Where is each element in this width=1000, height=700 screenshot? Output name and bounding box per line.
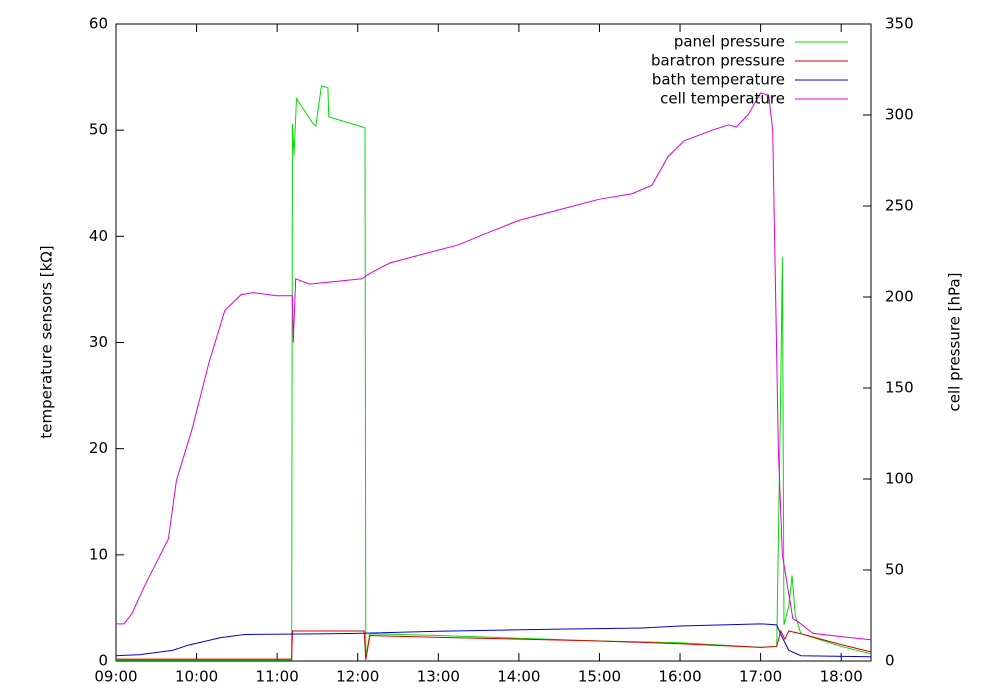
x-tick-label: 12:00: [336, 668, 379, 686]
plot-frame: [115, 23, 872, 662]
y-tick-label: 50: [89, 121, 108, 139]
y2-tick-label: 300: [885, 106, 914, 124]
y-tick-label: 20: [89, 439, 108, 457]
legend-label: bath temperature: [652, 71, 785, 89]
x-tick-label: 10:00: [175, 668, 218, 686]
legend-label: baratron pressure: [651, 52, 785, 70]
x-tick-label: 17:00: [739, 668, 782, 686]
y2-tick-label: 150: [885, 379, 914, 397]
y-axis-label: temperature sensors [kΩ]: [38, 245, 56, 438]
y2-tick-label: 350: [885, 15, 914, 33]
x-tick-label: 18:00: [820, 668, 863, 686]
series-line: [116, 85, 872, 661]
x-tick-label: 14:00: [497, 668, 540, 686]
legend-label: panel pressure: [674, 33, 785, 51]
legend-label: cell temperature: [660, 90, 785, 108]
y-tick-label: 30: [89, 333, 108, 351]
y2-tick-label: 50: [885, 561, 904, 579]
y-tick-label: 0: [98, 652, 108, 670]
x-tick-label: 15:00: [578, 668, 621, 686]
y2-tick-label: 0: [885, 652, 895, 670]
y2-tick-label: 100: [885, 470, 914, 488]
y2-tick-label: 250: [885, 197, 914, 215]
x-tick-label: 09:00: [94, 668, 137, 686]
x-tick-label: 11:00: [256, 668, 299, 686]
y2-tick-label: 200: [885, 288, 914, 306]
series-line: [116, 92, 872, 641]
series-line: [115, 623, 872, 658]
y2-axis-label: cell pressure [hPa]: [946, 273, 964, 412]
x-tick-label: 16:00: [658, 668, 701, 686]
y-tick-label: 40: [89, 227, 108, 245]
y-tick-label: 60: [89, 15, 108, 33]
series-line: [116, 629, 872, 661]
x-tick-label: 13:00: [417, 668, 460, 686]
y-tick-label: 10: [89, 545, 108, 563]
